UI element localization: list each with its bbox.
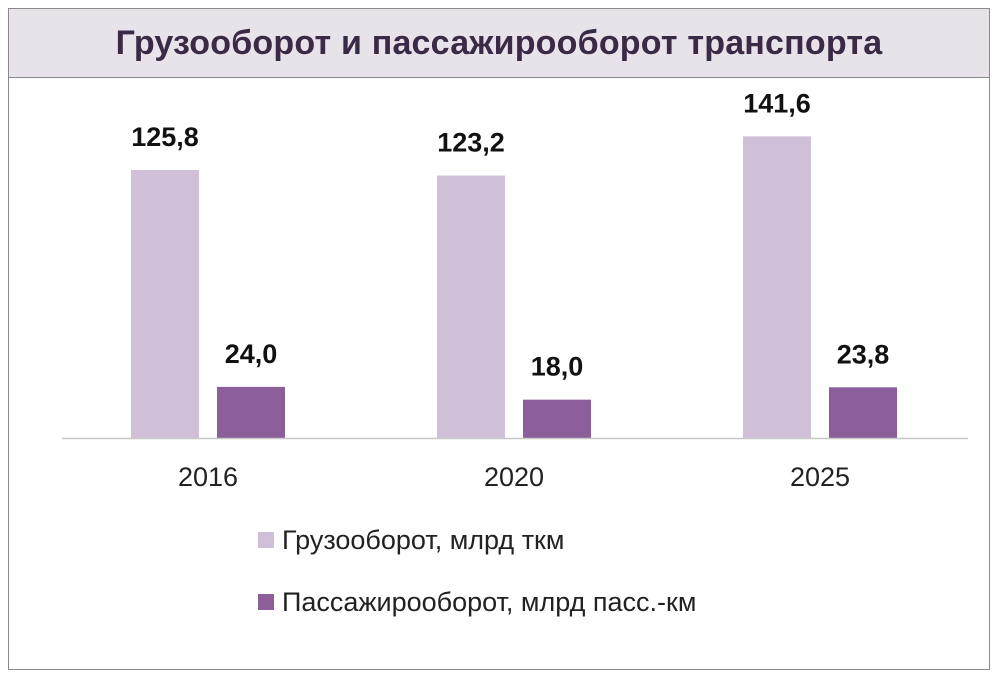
data-label-passenger-2016: 24,0 (225, 339, 278, 369)
data-label-freight-2020: 123,2 (437, 128, 505, 158)
title-band: Грузооборот и пассажирооборот транспорта (9, 9, 989, 78)
legend-item-freight: Грузооборот, млрд ткм (258, 520, 696, 560)
x-tick-label-2025: 2025 (790, 462, 850, 492)
bar-passenger-2020 (523, 399, 591, 438)
data-label-passenger-2020: 18,0 (531, 352, 584, 382)
data-label-passenger-2025: 23,8 (837, 339, 890, 369)
bar-passenger-2025 (829, 387, 897, 438)
chart-title: Грузооборот и пассажирооборот транспорта (115, 23, 883, 62)
bar-freight-2025 (743, 136, 811, 439)
legend-label-freight: Грузооборот, млрд ткм (282, 524, 565, 555)
bar-passenger-2016 (217, 386, 285, 438)
legend-swatch-passenger (258, 594, 274, 610)
bar-freight-2016 (131, 170, 199, 438)
legend: Грузооборот, млрд ткм Пассажирооборот, м… (258, 520, 696, 644)
legend-label-passenger: Пассажирооборот, млрд пасс.-км (282, 586, 697, 617)
legend-item-passenger: Пассажирооборот, млрд пасс.-км (258, 582, 696, 622)
data-label-freight-2025: 141,6 (743, 88, 811, 118)
legend-swatch-freight (258, 532, 274, 548)
bar-freight-2020 (437, 175, 505, 439)
x-tick-label-2016: 2016 (178, 462, 238, 492)
data-label-freight-2016: 125,8 (131, 122, 199, 152)
x-tick-label-2020: 2020 (484, 462, 544, 492)
